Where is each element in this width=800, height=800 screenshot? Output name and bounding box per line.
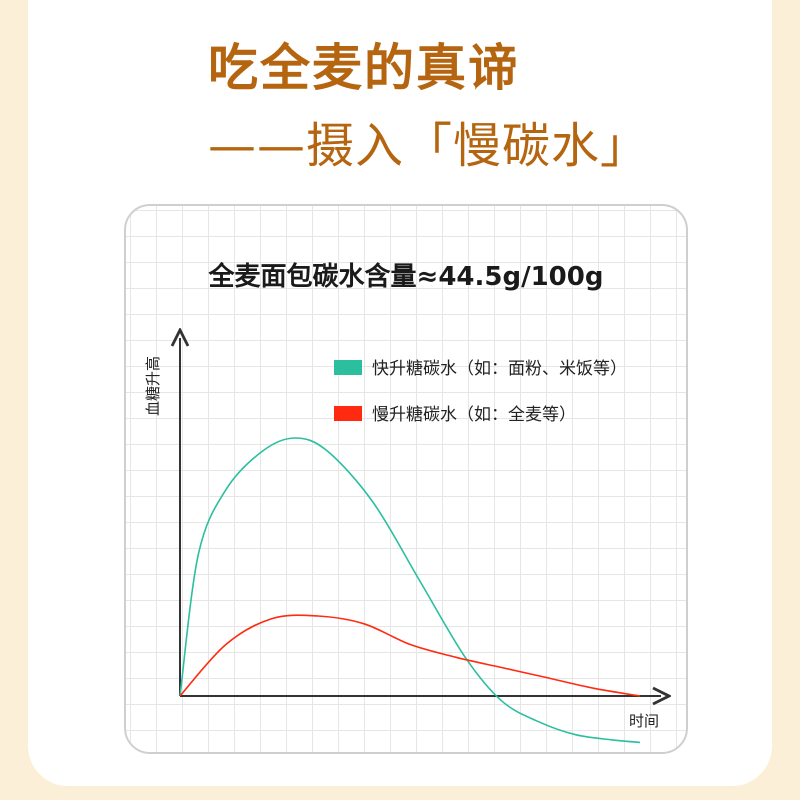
legend-label-fast-carb: 快升糖碳水（如：面粉、米饭等） [372,359,627,379]
x-axis-label: 时间 [629,712,659,730]
y-axis-label: 血糖升高 [144,356,162,416]
chart-card: 全麦面包碳水含量≈44.5g/100g 时间 血糖升高 快升糖碳水（如：面粉、米饭… [124,204,688,754]
legend-swatch-slow-carb [334,406,362,421]
chart-title: 全麦面包碳水含量≈44.5g/100g [208,262,604,292]
chart-plot: 时间 血糖升高 快升糖碳水（如：面粉、米饭等） 慢升糖碳水（如：全麦等） [144,206,688,744]
subheadline: ——摄入「慢碳水」 [208,118,650,174]
series-line-slow-carb [179,614,641,697]
headline: 吃全麦的真谛 [208,39,520,97]
legend-label-slow-carb: 慢升糖碳水（如：全麦等） [372,404,576,425]
legend-swatch-fast-carb [334,360,362,375]
series-line-fast-carb [179,437,641,744]
